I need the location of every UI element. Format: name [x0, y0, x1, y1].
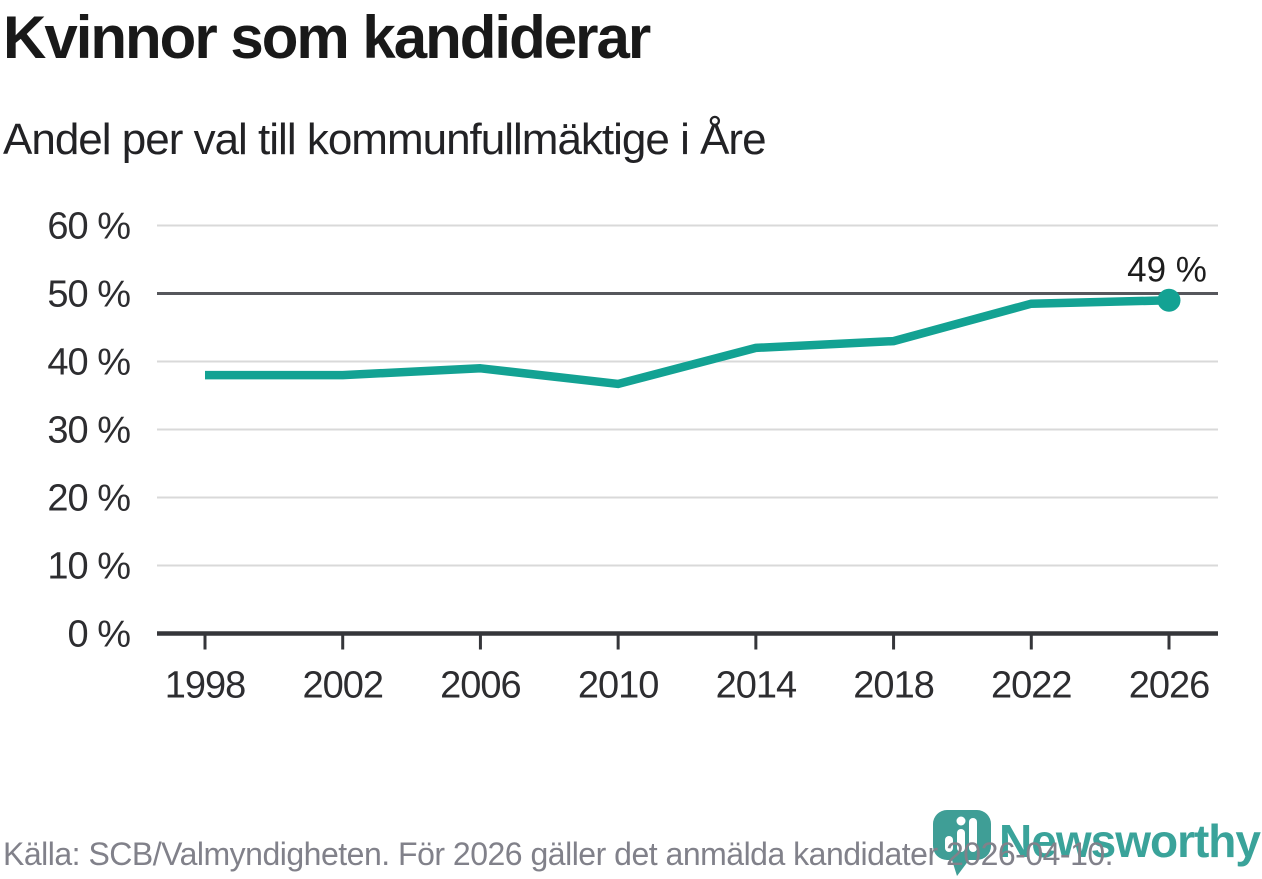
y-axis-label: 60 % [47, 206, 130, 248]
chart-subtitle: Andel per val till kommunfullmäktige i Å… [3, 115, 767, 164]
y-axis-label: 20 % [47, 478, 130, 520]
logo-bar-short [945, 836, 954, 852]
newsworthy-logo-icon [933, 810, 992, 876]
x-axis-label: 2018 [853, 665, 934, 707]
x-axis-label: 2026 [1129, 665, 1210, 707]
y-axis-label: 0 % [68, 614, 131, 656]
trend-line [205, 296, 1170, 389]
y-axis-label: 10 % [47, 546, 130, 588]
x-axis-label: 2010 [578, 665, 659, 707]
end-point-label: 49 % [1127, 250, 1207, 289]
x-axis-label: 2014 [716, 665, 797, 707]
source-note: Källa: SCB/Valmyndigheten. För 2026 gäll… [3, 836, 1114, 872]
y-axis-label: 30 % [47, 410, 130, 452]
end-point-marker [1157, 288, 1181, 312]
line-chart: 1998 2002 2006 2010 2014 2018 2022 2026 0 % 10 % 2… [47, 206, 1218, 707]
x-axis-label: 1998 [165, 665, 246, 707]
logo-bar-mid [957, 829, 966, 852]
chart-title: Kvinnor som kandiderar [3, 4, 651, 71]
x-axis-label: 2006 [440, 665, 521, 707]
y-axis-label: 50 % [47, 274, 130, 316]
y-axis-label: 40 % [47, 342, 130, 384]
newsworthy-wordmark: Newsworthy [999, 815, 1261, 867]
newsworthy-brand: Newsworthy [933, 810, 1261, 876]
logo-bar-tall [969, 818, 978, 852]
x-axis-label: 2002 [302, 665, 383, 707]
logo-dot [956, 816, 966, 826]
x-axis-label: 2022 [991, 665, 1072, 707]
